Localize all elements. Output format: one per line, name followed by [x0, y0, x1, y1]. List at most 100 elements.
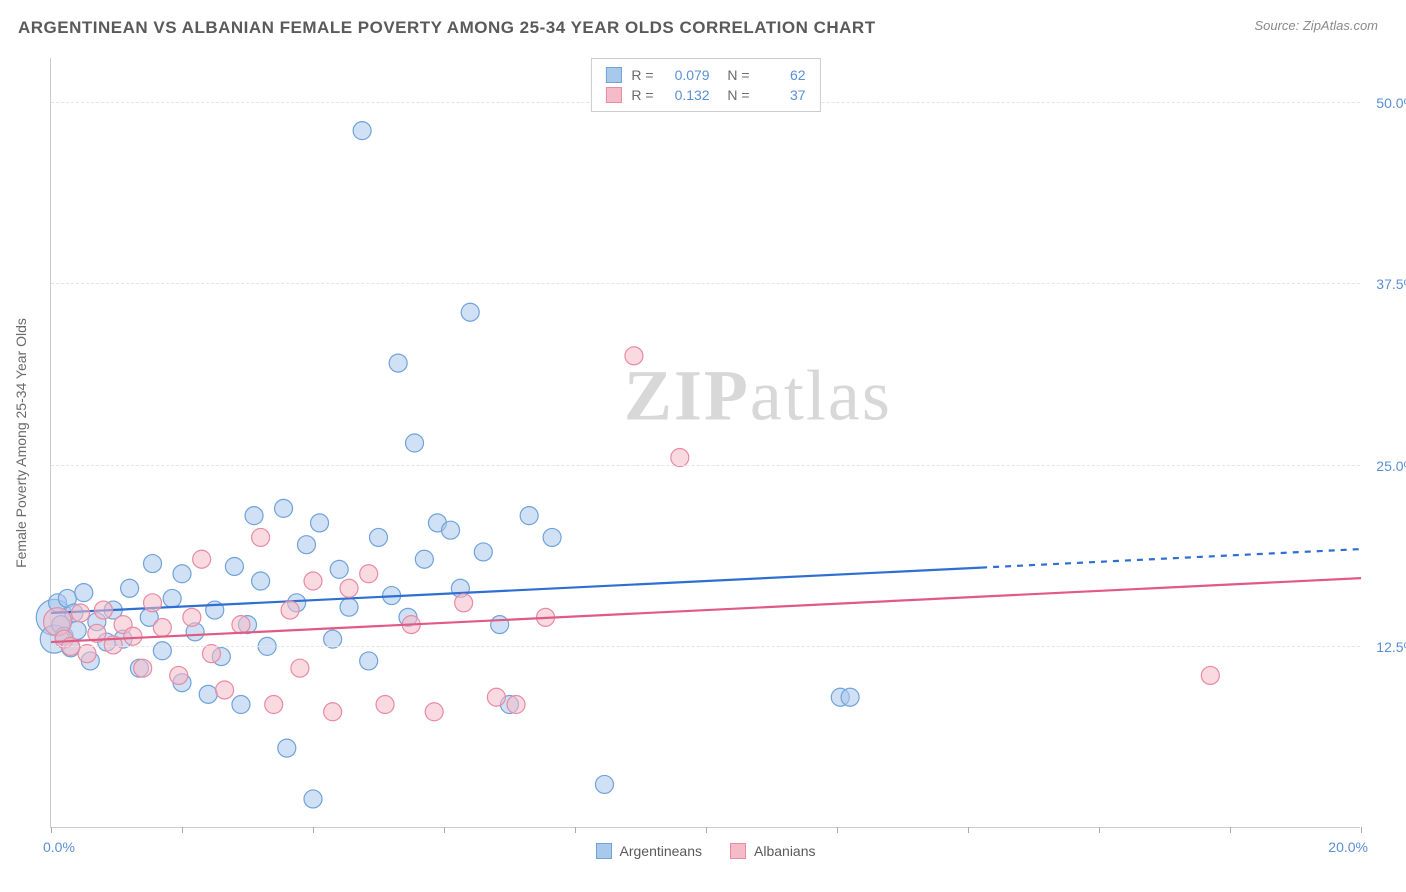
data-point: [124, 627, 142, 645]
x-tick: [575, 827, 576, 833]
data-point: [153, 642, 171, 660]
data-point: [281, 601, 299, 619]
data-point: [415, 550, 433, 568]
data-point: [389, 354, 407, 372]
x-tick: [1099, 827, 1100, 833]
x-tick: [968, 827, 969, 833]
data-point: [199, 685, 217, 703]
data-point: [304, 572, 322, 590]
data-point: [170, 666, 188, 684]
data-point: [360, 652, 378, 670]
legend-swatch-albanians: [730, 843, 746, 859]
data-point: [144, 555, 162, 573]
data-point: [297, 536, 315, 554]
data-point: [94, 601, 112, 619]
gridline-h: 25.0%: [51, 465, 1360, 466]
data-point: [121, 579, 139, 597]
r-label: R =: [631, 67, 653, 83]
data-point: [311, 514, 329, 532]
correlation-legend: R = 0.079 N = 62 R = 0.132 N = 37: [590, 58, 820, 112]
legend-swatch-argentineans: [595, 843, 611, 859]
x-tick: [182, 827, 183, 833]
data-point: [474, 543, 492, 561]
data-point: [275, 499, 293, 517]
data-point: [134, 659, 152, 677]
data-point: [491, 616, 509, 634]
series-legend-item-0: Argentineans: [595, 843, 702, 859]
data-point: [225, 557, 243, 575]
data-point: [232, 616, 250, 634]
y-tick-label: 25.0%: [1376, 458, 1406, 474]
data-point: [75, 584, 93, 602]
r-value-0: 0.079: [664, 67, 710, 83]
data-point: [173, 565, 191, 583]
x-origin-label: 0.0%: [43, 839, 75, 855]
r-value-1: 0.132: [664, 87, 710, 103]
x-tick: [837, 827, 838, 833]
data-point: [245, 507, 263, 525]
data-point: [595, 775, 613, 793]
series-legend-label-0: Argentineans: [619, 843, 702, 859]
data-point: [841, 688, 859, 706]
data-point: [324, 703, 342, 721]
data-point: [232, 696, 250, 714]
x-tick: [706, 827, 707, 833]
x-tick: [1361, 827, 1362, 833]
data-point: [370, 528, 388, 546]
data-point: [265, 696, 283, 714]
n-label: N =: [720, 67, 750, 83]
data-point: [330, 560, 348, 578]
data-point: [1201, 666, 1219, 684]
x-tick: [444, 827, 445, 833]
x-tick: [1230, 827, 1231, 833]
n-value-0: 62: [760, 67, 806, 83]
correlation-legend-row-0: R = 0.079 N = 62: [605, 65, 805, 85]
data-point: [163, 589, 181, 607]
data-point: [455, 594, 473, 612]
data-point: [278, 739, 296, 757]
data-point: [625, 347, 643, 365]
data-point: [360, 565, 378, 583]
gridline-h: 12.5%: [51, 646, 1360, 647]
data-point: [153, 619, 171, 637]
r-label: R =: [631, 87, 653, 103]
y-tick-label: 50.0%: [1376, 95, 1406, 111]
data-point: [340, 598, 358, 616]
scatter-svg: [51, 58, 1360, 827]
x-max-label: 20.0%: [1328, 839, 1368, 855]
data-point: [144, 594, 162, 612]
n-value-1: 37: [760, 87, 806, 103]
chart-source: Source: ZipAtlas.com: [1254, 18, 1378, 33]
data-point: [304, 790, 322, 808]
chart-plot-area: Female Poverty Among 25-34 Year Olds ZIP…: [50, 58, 1360, 828]
data-point: [183, 608, 201, 626]
data-point: [71, 604, 89, 622]
data-point: [543, 528, 561, 546]
data-point: [406, 434, 424, 452]
data-point: [507, 696, 525, 714]
series-legend: Argentineans Albanians: [595, 843, 815, 859]
chart-title: ARGENTINEAN VS ALBANIAN FEMALE POVERTY A…: [18, 18, 876, 38]
gridline-h: 37.5%: [51, 283, 1360, 284]
x-tick: [51, 827, 52, 833]
chart-header: ARGENTINEAN VS ALBANIAN FEMALE POVERTY A…: [0, 0, 1406, 46]
y-tick-label: 12.5%: [1376, 639, 1406, 655]
data-point: [425, 703, 443, 721]
data-point: [487, 688, 505, 706]
data-point: [442, 521, 460, 539]
data-point: [353, 122, 371, 140]
data-point: [376, 696, 394, 714]
x-tick: [313, 827, 314, 833]
n-label: N =: [720, 87, 750, 103]
trend-line-dashed: [981, 549, 1361, 568]
y-axis-label: Female Poverty Among 25-34 Year Olds: [13, 318, 29, 568]
legend-swatch-argentineans: [605, 67, 621, 83]
data-point: [291, 659, 309, 677]
y-tick-label: 37.5%: [1376, 276, 1406, 292]
data-point: [252, 528, 270, 546]
data-point: [340, 579, 358, 597]
correlation-legend-row-1: R = 0.132 N = 37: [605, 85, 805, 105]
data-point: [216, 681, 234, 699]
trend-line: [51, 578, 1361, 642]
data-point: [193, 550, 211, 568]
